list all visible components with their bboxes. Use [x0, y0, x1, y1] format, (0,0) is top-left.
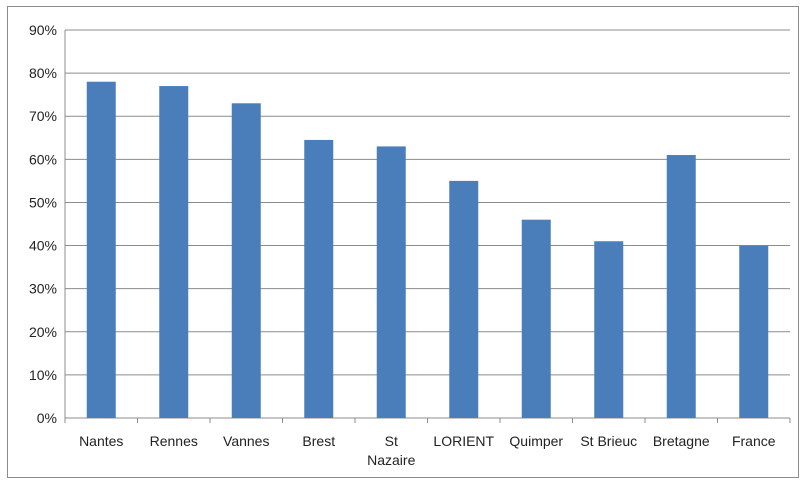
labels: 0% 10% 20% 30% 40% 50% 60% 70% 80% 90% Nantes Renne…: [29, 22, 776, 468]
x-category-label: Bretagne: [653, 433, 710, 449]
y-tick-label: 70%: [29, 108, 57, 124]
y-tick-label: 30%: [29, 281, 57, 297]
x-category-label: LORIENT: [433, 433, 494, 449]
x-category-label: Rennes: [150, 433, 198, 449]
y-tick-label: 60%: [29, 151, 57, 167]
x-category-label: St Nazaire: [367, 433, 415, 468]
y-tick-label: 90%: [29, 22, 57, 38]
bar-nantes: [86, 81, 116, 418]
bar-lorient: [449, 180, 479, 418]
bar-quimper: [521, 219, 551, 418]
x-category-label: Quimper: [509, 433, 563, 449]
x-category-label: Vannes: [223, 433, 269, 449]
bar-bretagne: [666, 155, 696, 418]
x-category-label: France: [732, 433, 776, 449]
bars: [86, 81, 769, 419]
x-category-label: Nantes: [79, 433, 123, 449]
x-category-label: St Brieuc: [580, 433, 637, 449]
bar-st-brieuc: [594, 241, 624, 418]
y-tick-label: 50%: [29, 194, 57, 210]
bar-rennes: [159, 86, 189, 419]
bar-vannes: [231, 103, 261, 419]
y-tick-label: 20%: [29, 324, 57, 340]
bar-st-nazaire: [376, 146, 406, 418]
x-category-label: Brest: [302, 433, 335, 449]
y-tick-label: 80%: [29, 65, 57, 81]
y-tick-label: 40%: [29, 238, 57, 254]
bar-france: [739, 245, 769, 418]
y-tick-label: 10%: [29, 367, 57, 383]
y-tick-label: 0%: [37, 410, 57, 426]
bar-brest: [304, 139, 334, 418]
